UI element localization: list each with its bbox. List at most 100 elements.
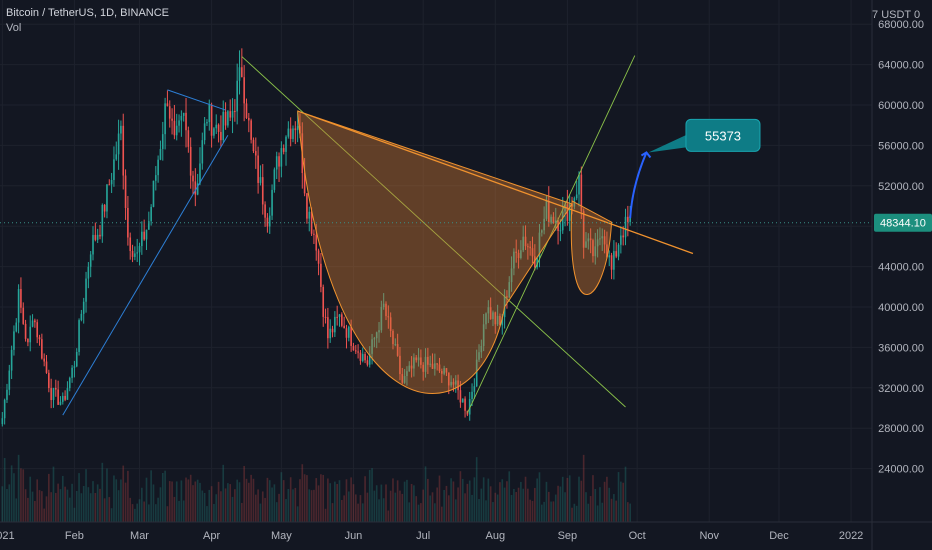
candle	[199, 147, 201, 186]
volume-bar	[373, 490, 376, 522]
candle-body	[334, 316, 336, 333]
candle-body	[454, 380, 457, 385]
candle-body	[529, 246, 531, 249]
candle	[266, 213, 269, 233]
time-tick-label: Nov	[699, 530, 719, 542]
candle-body	[545, 201, 548, 219]
volume-bar	[227, 483, 229, 522]
volume-bar	[141, 487, 143, 522]
candle-body	[287, 128, 290, 137]
last-price-badge: 48344.10	[874, 213, 932, 232]
volume-bar	[417, 504, 420, 522]
volume-bar	[68, 497, 71, 522]
candle	[61, 392, 64, 405]
volume-bar	[275, 502, 278, 522]
candle-body	[331, 328, 334, 333]
candle	[296, 112, 299, 143]
candle-body	[352, 345, 355, 351]
candle	[487, 300, 490, 324]
candle	[22, 302, 25, 325]
volume-indicator-label[interactable]: Vol	[6, 22, 22, 34]
candle-body	[534, 256, 536, 268]
currency-label[interactable]: 7 USDT 0	[872, 9, 920, 21]
candle-body	[66, 388, 69, 400]
candle	[438, 357, 441, 373]
candle-body	[99, 234, 101, 237]
candle-body	[415, 357, 418, 361]
candle-body	[510, 268, 513, 283]
candle-body	[252, 139, 255, 152]
candle-body	[131, 250, 134, 257]
volume-bar	[517, 487, 520, 522]
candle	[161, 121, 164, 161]
volume-bar	[461, 478, 464, 522]
volume-bar	[380, 484, 383, 522]
price-axis[interactable]: 24000.00 28000.00 32000.00 36000.00 40000.00…	[871, 0, 932, 550]
volume-bar	[601, 502, 604, 522]
volume-bar	[299, 479, 301, 522]
candle-body	[424, 356, 427, 372]
candle-body	[106, 184, 108, 212]
candle-body	[6, 389, 8, 400]
candle-body	[475, 359, 478, 387]
volume-bar	[629, 503, 631, 522]
time-tick-label: Jun	[345, 530, 363, 542]
candle-body	[236, 80, 238, 112]
candle	[624, 208, 627, 246]
candle	[227, 110, 229, 128]
volume-bar	[59, 489, 62, 522]
symbol-title[interactable]: Bitcoin / TetherUS, 1D, BINANCE	[6, 7, 170, 19]
candle	[394, 338, 397, 347]
volume-bar	[334, 481, 336, 522]
candle-body	[271, 189, 273, 216]
candle	[194, 168, 197, 207]
trendline-green-descending	[241, 56, 626, 408]
volume-bar	[571, 507, 573, 522]
candle-body	[268, 215, 271, 227]
candle-body	[601, 236, 604, 239]
candle-body	[461, 398, 464, 403]
volume-bar	[580, 480, 583, 522]
volume-bar	[110, 508, 113, 522]
volume-bars	[1, 454, 631, 522]
volume-bar	[289, 477, 292, 522]
candle-body	[278, 156, 280, 167]
candle-body	[517, 252, 520, 259]
candle	[431, 353, 434, 369]
candle	[241, 48, 243, 78]
candle-body	[575, 194, 578, 199]
candle-body	[487, 307, 490, 314]
volume-bar	[594, 488, 597, 522]
candle-body	[357, 351, 359, 353]
candle-body	[624, 216, 627, 238]
candle-body	[96, 234, 99, 240]
candle	[415, 355, 418, 363]
candle	[78, 318, 80, 356]
time-axis[interactable]: 2021 Feb Mar Apr May Jun Jul Aug Sep Oct Nov Dec 202…	[0, 521, 932, 542]
candle	[103, 203, 106, 218]
candle	[473, 378, 476, 399]
candle	[617, 243, 620, 261]
candle-body	[341, 314, 343, 326]
candle-body	[582, 211, 585, 248]
volume-bar	[148, 504, 150, 522]
candle	[345, 324, 348, 349]
candle-body	[492, 312, 494, 320]
candle-body	[210, 104, 213, 136]
candle-body	[303, 173, 306, 194]
target-callout[interactable]: 55373	[648, 118, 761, 153]
price-tick-label: 24000.00	[878, 464, 924, 476]
volume-bar	[192, 485, 194, 522]
volume-bar	[420, 503, 422, 522]
volume-bar	[554, 494, 557, 522]
price-tick-label: 64000.00	[878, 60, 924, 72]
candle-body	[220, 131, 222, 141]
time-tick-label: 2021	[0, 530, 15, 542]
volume-bar	[347, 491, 350, 522]
volume-bar	[617, 472, 620, 522]
drawings[interactable]: 55373	[0, 55, 872, 416]
candle	[527, 243, 529, 260]
candle-body	[217, 124, 220, 132]
volume-bar	[343, 495, 345, 522]
